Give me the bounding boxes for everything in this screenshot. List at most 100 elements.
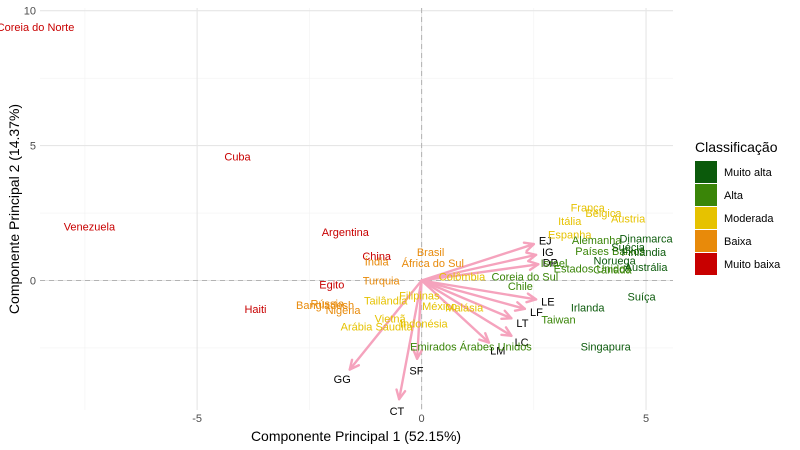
vector-arrowhead bbox=[478, 332, 491, 344]
vector-lm bbox=[420, 279, 491, 344]
vector-label: IG bbox=[542, 247, 554, 259]
country-label: Indonésia bbox=[400, 319, 449, 331]
x-tick-label: 5 bbox=[643, 413, 649, 425]
country-label: Suécia bbox=[611, 242, 646, 254]
vector-label: LC bbox=[515, 337, 529, 349]
legend-swatch bbox=[695, 253, 717, 275]
vector-label: EJ bbox=[539, 235, 552, 247]
legend-label: Muito baixa bbox=[724, 259, 781, 271]
country-label: Singapura bbox=[581, 342, 632, 354]
vector-le bbox=[420, 279, 538, 301]
vector-label: LF bbox=[530, 307, 543, 319]
country-label: Finlândia bbox=[621, 247, 667, 259]
x-axis-title: Componente Principal 1 (52.15%) bbox=[251, 428, 461, 444]
legend-label: Alta bbox=[724, 190, 744, 202]
vector-label: GG bbox=[334, 374, 351, 386]
vector-label: LT bbox=[516, 318, 528, 330]
country-label: Irlanda bbox=[571, 302, 606, 314]
legend-label: Baixa bbox=[724, 236, 752, 248]
vector-arrowhead bbox=[395, 388, 407, 401]
country-label: Itália bbox=[558, 216, 582, 228]
legend-swatch bbox=[695, 161, 717, 183]
country-label: Coreia do Norte bbox=[0, 22, 74, 34]
vector-lf bbox=[420, 279, 527, 311]
legend: Classificação Muito alta Alta Moderada Baix… bbox=[695, 139, 781, 275]
vector-ej bbox=[420, 242, 536, 282]
country-label: Índia bbox=[365, 256, 390, 269]
legend-swatch bbox=[695, 230, 717, 252]
vector-gg bbox=[348, 279, 423, 371]
vector-sf bbox=[415, 279, 423, 360]
vector-ct bbox=[397, 279, 423, 401]
vector-arrowhead bbox=[513, 301, 527, 312]
country-label: Austrália bbox=[625, 262, 669, 274]
country-label: Estados Unidos bbox=[554, 263, 632, 275]
country-label: Noruega bbox=[594, 255, 637, 267]
vector-label: DP bbox=[543, 258, 558, 270]
country-label: Áustria bbox=[611, 212, 646, 225]
reference-lines bbox=[40, 8, 673, 410]
legend-swatch bbox=[695, 207, 717, 229]
country-label: Filipinas bbox=[399, 290, 440, 302]
country-label: França bbox=[571, 203, 606, 215]
legend-title: Classificação bbox=[695, 139, 778, 155]
vector-arrowhead bbox=[500, 326, 513, 338]
country-label: Chile bbox=[508, 281, 533, 293]
country-label: Taiwan bbox=[541, 315, 575, 327]
country-label: Brasil bbox=[417, 247, 445, 259]
vector-lc bbox=[420, 279, 513, 338]
country-labels: Coreia do Norte Cuba Venezuela Argentina Chi… bbox=[0, 22, 674, 354]
plot-panel bbox=[40, 8, 673, 410]
country-label: China bbox=[362, 251, 392, 263]
country-label: Israel bbox=[541, 258, 568, 270]
vector-dp bbox=[420, 263, 540, 282]
x-tick-label: -5 bbox=[192, 413, 202, 425]
country-label: Haiti bbox=[244, 304, 266, 316]
country-label: Coreia do Sul bbox=[492, 271, 559, 283]
y-tick-label: 0 bbox=[30, 275, 36, 287]
country-label: Bangladesh bbox=[296, 300, 354, 312]
country-label: Turquia bbox=[363, 275, 401, 287]
country-label: México bbox=[422, 301, 457, 313]
vector-label: LM bbox=[490, 346, 505, 358]
vector-label: CT bbox=[390, 406, 405, 418]
legend-swatch bbox=[695, 184, 717, 206]
vector-arrowhead bbox=[412, 348, 424, 360]
country-label: Venezuela bbox=[64, 222, 116, 234]
country-label: Nigéria bbox=[326, 305, 362, 317]
country-label: África do Sul bbox=[402, 257, 464, 270]
country-label: Rússia bbox=[311, 298, 346, 310]
y-tick-label: 10 bbox=[24, 6, 36, 18]
country-label: Colômbia bbox=[439, 271, 486, 283]
country-label: Suíça bbox=[628, 292, 657, 304]
country-label: Tailândia bbox=[364, 296, 408, 308]
country-label: Países Baixos bbox=[575, 246, 645, 258]
country-label: Emirados Árabes Unidos bbox=[410, 341, 532, 354]
vector-lt bbox=[420, 279, 513, 320]
vector-arrowhead bbox=[527, 260, 540, 272]
country-label: Malásia bbox=[445, 302, 484, 314]
country-label: Argentina bbox=[322, 227, 370, 239]
vector-arrowhead bbox=[522, 241, 536, 253]
legend-label: Muito alta bbox=[724, 167, 773, 179]
vector-ig bbox=[420, 253, 538, 282]
y-axis-title: Componente Principal 2 (14.37%) bbox=[6, 104, 22, 314]
country-label: Espanha bbox=[548, 230, 592, 242]
country-label: Canadá bbox=[593, 265, 632, 277]
country-label: Dinamarca bbox=[619, 234, 673, 246]
country-label: Arábia Saudita bbox=[341, 321, 414, 333]
x-tick-label: 0 bbox=[419, 413, 425, 425]
vector-arrowhead bbox=[348, 358, 361, 371]
vector-arrowhead bbox=[500, 309, 513, 320]
vector-arrowhead bbox=[525, 251, 538, 263]
axis-ticks: -5 0 5 0 5 10 bbox=[24, 6, 649, 425]
country-label: Egito bbox=[319, 280, 344, 292]
country-label: Bélgica bbox=[585, 208, 622, 220]
vector-arrowhead bbox=[525, 292, 538, 304]
country-label: Cuba bbox=[224, 151, 251, 163]
vector-label: LE bbox=[541, 296, 554, 308]
vector-label: SF bbox=[409, 366, 423, 378]
y-tick-label: 5 bbox=[30, 141, 36, 153]
